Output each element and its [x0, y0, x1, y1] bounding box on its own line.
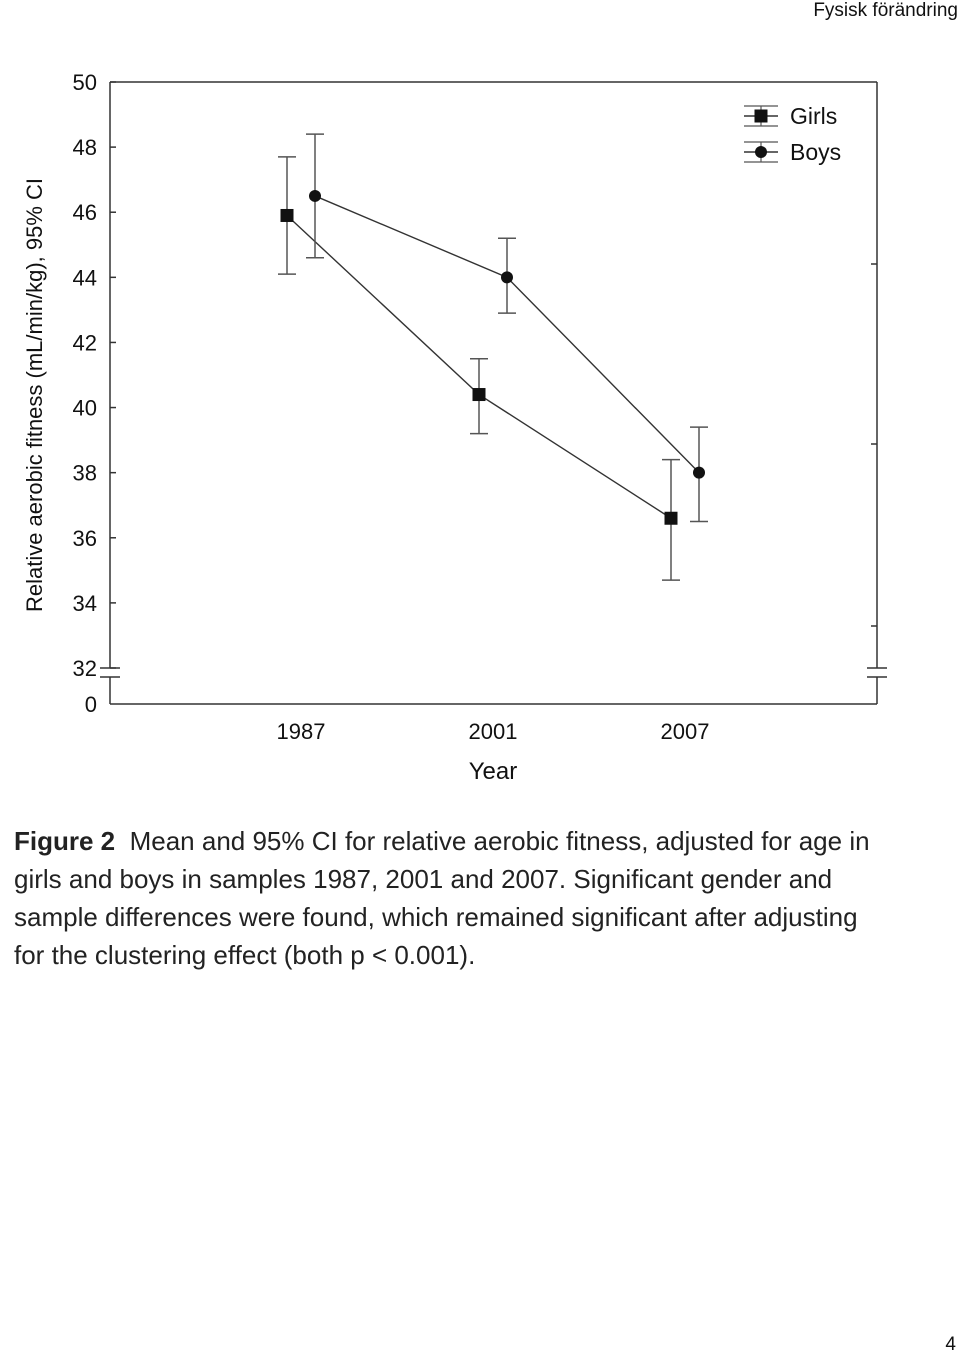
y-tick-label: 46 [73, 200, 97, 225]
y-tick-label: 44 [73, 265, 97, 290]
legend-marker-circle [755, 146, 767, 158]
legend: Girls Boys [744, 103, 841, 165]
page-header-title: Fysisk förändring [813, 0, 958, 21]
page-number: 4 [945, 1334, 956, 1355]
y-tick-label: 48 [73, 135, 97, 160]
data-point-square [280, 208, 294, 222]
data-point-square [664, 511, 678, 525]
data-point-square [472, 388, 486, 402]
series-layer [278, 133, 708, 581]
y-tick-label-zero: 0 [85, 692, 97, 717]
x-tick-label: 2001 [469, 719, 518, 744]
data-point-circle [693, 466, 705, 479]
x-axis-title: Year [469, 758, 518, 785]
y-tick-label: 50 [73, 70, 97, 95]
y-axis-ticks: 32 34 36 38 40 42 44 46 48 50 0 [73, 70, 116, 717]
y-tick-label: 38 [73, 461, 97, 486]
figure-caption-label: Figure 2 [14, 826, 116, 856]
y-tick-label: 36 [73, 526, 97, 551]
legend-marker-square [754, 109, 768, 123]
y-tick-label: 34 [73, 591, 97, 616]
x-axis-ticks: 1987 2001 2007 [277, 719, 710, 744]
plot-frame [100, 81, 887, 705]
legend-label: Girls [790, 103, 837, 129]
series-line [314, 195, 700, 474]
x-tick-label: 2007 [661, 719, 710, 744]
y-tick-label: 40 [73, 396, 97, 421]
y-tick-label: 42 [73, 330, 97, 355]
legend-label: Boys [790, 139, 841, 165]
data-point-circle [501, 271, 513, 284]
data-point-circle [309, 189, 321, 202]
chart: 32 34 36 38 40 42 44 46 48 50 0 1987 2001 2007 Girls… [22, 70, 887, 785]
x-tick-label: 1987 [277, 719, 326, 744]
y-axis-title: Relative aerobic fitness (mL/min/kg), 95… [22, 178, 47, 612]
y-tick-label: 32 [73, 656, 97, 681]
figure-caption-text: Mean and 95% CI for relative aerobic fit… [14, 826, 870, 970]
figure-caption: Figure 2 Mean and 95% CI for relative ae… [14, 822, 894, 974]
